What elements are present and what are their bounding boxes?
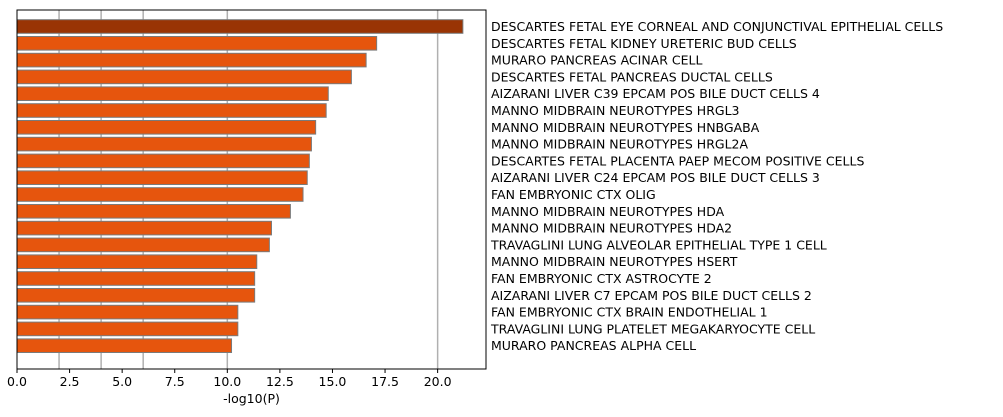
bar xyxy=(16,19,464,34)
category-label: DESCARTES FETAL EYE CORNEAL AND CONJUNCT… xyxy=(491,19,943,34)
category-label: TRAVAGLINI LUNG ALVEOLAR EPITHELIAL TYPE… xyxy=(490,237,827,252)
bar xyxy=(16,288,256,303)
bar xyxy=(16,86,329,102)
x-tick-label: 15.0 xyxy=(319,374,347,389)
category-label: TRAVAGLINI LUNG PLATELET MEGAKARYOCYTE C… xyxy=(490,321,815,336)
x-axis-ticks: 0.0 2.5 5.0 7.5 10.0 12.5 15.0 17.5 20.0 xyxy=(7,369,452,389)
x-tick-label: 20.0 xyxy=(424,374,452,389)
category-label: MANNO MIDBRAIN NEUROTYPES HRGL2A xyxy=(491,137,748,152)
category-label: MANNO MIDBRAIN NEUROTYPES HNBGABA xyxy=(491,120,760,135)
category-label: DESCARTES FETAL KIDNEY URETERIC BUD CELL… xyxy=(491,36,797,51)
x-tick-label: 7.5 xyxy=(165,374,185,389)
x-tick-label: 5.0 xyxy=(112,374,132,389)
category-label: AIZARANI LIVER C39 EPCAM POS BILE DUCT C… xyxy=(491,86,820,101)
bar xyxy=(16,52,367,68)
category-label: DESCARTES FETAL PLACENTA PAEP MECOM POSI… xyxy=(491,153,864,168)
x-tick-label: 17.5 xyxy=(371,374,399,389)
bar xyxy=(16,120,317,135)
bar xyxy=(16,237,270,253)
x-tick-label: 0.0 xyxy=(7,374,27,389)
category-label: FAN EMBRYONIC CTX OLIG xyxy=(491,187,656,202)
x-axis-label: -log10(P) xyxy=(223,391,280,406)
bar xyxy=(16,153,310,169)
plot-frame xyxy=(16,9,487,370)
category-label: MURARO PANCREAS ACINAR CELL xyxy=(491,53,702,68)
category-label: FAN EMBRYONIC CTX ASTROCYTE 2 xyxy=(491,271,712,286)
bar xyxy=(16,36,378,51)
category-label: MURARO PANCREAS ALPHA CELL xyxy=(491,338,696,353)
category-labels: DESCARTES FETAL EYE CORNEAL AND CONJUNCT… xyxy=(490,19,943,353)
category-label: DESCARTES FETAL PANCREAS DUCTAL CELLS xyxy=(491,69,773,84)
category-label: FAN EMBRYONIC CTX BRAIN ENDOTHELIAL 1 xyxy=(491,305,768,320)
category-label: MANNO MIDBRAIN NEUROTYPES HSERT xyxy=(491,254,738,269)
bar xyxy=(16,338,233,353)
bar xyxy=(16,69,352,85)
bars xyxy=(16,19,464,353)
x-tick-label: 12.5 xyxy=(266,374,294,389)
bar xyxy=(16,187,304,202)
bar xyxy=(16,321,239,337)
x-tick-label: 2.5 xyxy=(60,374,80,389)
category-label: MANNO MIDBRAIN NEUROTYPES HDA2 xyxy=(491,221,732,236)
category-label: AIZARANI LIVER C24 EPCAM POS BILE DUCT C… xyxy=(491,170,820,185)
bar xyxy=(16,220,272,236)
category-label: MANNO MIDBRAIN NEUROTYPES HDA xyxy=(491,204,725,219)
category-label: MANNO MIDBRAIN NEUROTYPES HRGL3 xyxy=(491,103,740,118)
bar xyxy=(16,304,239,320)
category-label: AIZARANI LIVER C7 EPCAM POS BILE DUCT CE… xyxy=(491,288,812,303)
bar xyxy=(16,254,258,269)
x-tick-label: 10.0 xyxy=(213,374,241,389)
bar xyxy=(16,204,291,219)
bar xyxy=(16,271,256,286)
bar xyxy=(16,136,312,152)
bar xyxy=(16,103,327,118)
bar xyxy=(16,170,308,185)
